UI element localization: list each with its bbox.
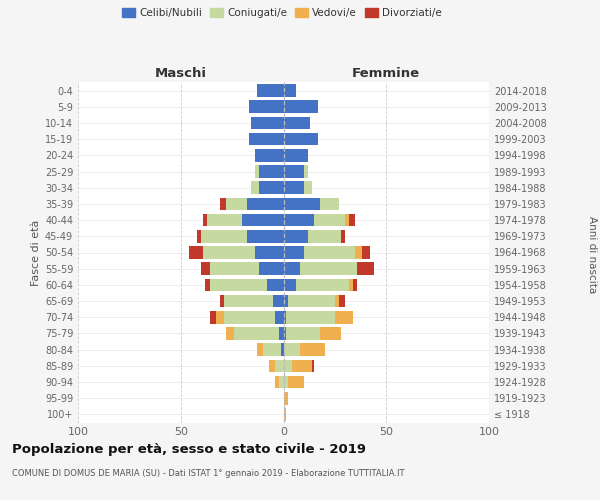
Bar — [269, 360, 275, 372]
Bar — [284, 408, 286, 420]
Bar — [263, 344, 281, 356]
Bar — [284, 165, 304, 178]
Bar — [304, 246, 355, 259]
Bar — [304, 182, 312, 194]
Bar — [189, 246, 203, 259]
Bar — [296, 278, 349, 291]
Bar — [284, 230, 308, 242]
Bar — [280, 327, 284, 340]
Bar — [312, 360, 314, 372]
Bar — [247, 198, 284, 210]
Y-axis label: Fasce di età: Fasce di età — [31, 220, 41, 286]
Bar — [284, 133, 319, 145]
Bar — [284, 327, 286, 340]
Bar — [259, 165, 284, 178]
Bar — [259, 182, 284, 194]
Legend: Celibi/Nubili, Coniugati/e, Vedovi/e, Divorziati/e: Celibi/Nubili, Coniugati/e, Vedovi/e, Di… — [122, 8, 442, 18]
Bar — [355, 246, 362, 259]
Bar — [353, 278, 358, 291]
Bar — [203, 214, 208, 226]
Bar — [358, 262, 374, 275]
Bar — [286, 311, 335, 324]
Bar — [205, 278, 209, 291]
Bar — [255, 246, 284, 259]
Bar — [284, 149, 308, 162]
Bar — [208, 214, 242, 226]
Bar — [257, 84, 284, 97]
Bar — [220, 295, 224, 308]
Bar — [284, 295, 287, 308]
Bar — [255, 165, 259, 178]
Bar — [349, 278, 353, 291]
Bar — [335, 311, 353, 324]
Bar — [320, 198, 339, 210]
Bar — [224, 311, 275, 324]
Bar — [300, 344, 325, 356]
Bar — [284, 376, 287, 388]
Text: COMUNE DI DOMUS DE MARIA (SU) - Dati ISTAT 1° gennaio 2019 - Elaborazione TUTTIT: COMUNE DI DOMUS DE MARIA (SU) - Dati IST… — [12, 468, 404, 477]
Bar — [251, 116, 284, 130]
Text: Popolazione per età, sesso e stato civile - 2019: Popolazione per età, sesso e stato civil… — [12, 442, 366, 456]
Bar — [284, 100, 319, 113]
Bar — [300, 262, 358, 275]
Bar — [345, 214, 349, 226]
Bar — [248, 100, 284, 113]
Bar — [275, 360, 284, 372]
Bar — [273, 295, 284, 308]
Bar — [220, 198, 226, 210]
Bar — [284, 262, 300, 275]
Bar — [226, 327, 234, 340]
Bar — [284, 311, 286, 324]
Text: Anni di nascita: Anni di nascita — [587, 216, 597, 294]
Text: Femmine: Femmine — [352, 67, 421, 80]
Bar — [320, 327, 341, 340]
Bar — [284, 360, 292, 372]
Bar — [281, 344, 284, 356]
Bar — [255, 149, 284, 162]
Bar — [247, 230, 284, 242]
Bar — [314, 214, 345, 226]
Bar — [215, 311, 224, 324]
Bar — [284, 246, 304, 259]
Bar — [202, 262, 209, 275]
Text: Maschi: Maschi — [155, 67, 207, 80]
Bar — [226, 198, 247, 210]
Bar — [197, 230, 202, 242]
Bar — [284, 84, 296, 97]
Bar — [209, 278, 267, 291]
Bar — [209, 311, 215, 324]
Bar — [304, 165, 308, 178]
Bar — [209, 262, 259, 275]
Bar — [284, 198, 320, 210]
Bar — [286, 327, 320, 340]
Bar — [202, 230, 247, 242]
Bar — [284, 278, 296, 291]
Bar — [287, 295, 335, 308]
Bar — [242, 214, 284, 226]
Bar — [251, 182, 259, 194]
Bar — [284, 214, 314, 226]
Bar — [234, 327, 280, 340]
Bar — [267, 278, 284, 291]
Bar — [284, 392, 287, 404]
Bar — [224, 295, 273, 308]
Bar — [280, 376, 284, 388]
Bar — [284, 116, 310, 130]
Bar — [257, 344, 263, 356]
Bar — [275, 376, 280, 388]
Bar — [284, 182, 304, 194]
Bar — [308, 230, 341, 242]
Bar — [284, 344, 300, 356]
Bar — [248, 133, 284, 145]
Bar — [362, 246, 370, 259]
Bar — [259, 262, 284, 275]
Bar — [335, 295, 339, 308]
Bar — [203, 246, 255, 259]
Bar — [275, 311, 284, 324]
Bar — [287, 376, 304, 388]
Bar — [341, 230, 345, 242]
Bar — [292, 360, 312, 372]
Bar — [339, 295, 345, 308]
Bar — [349, 214, 355, 226]
